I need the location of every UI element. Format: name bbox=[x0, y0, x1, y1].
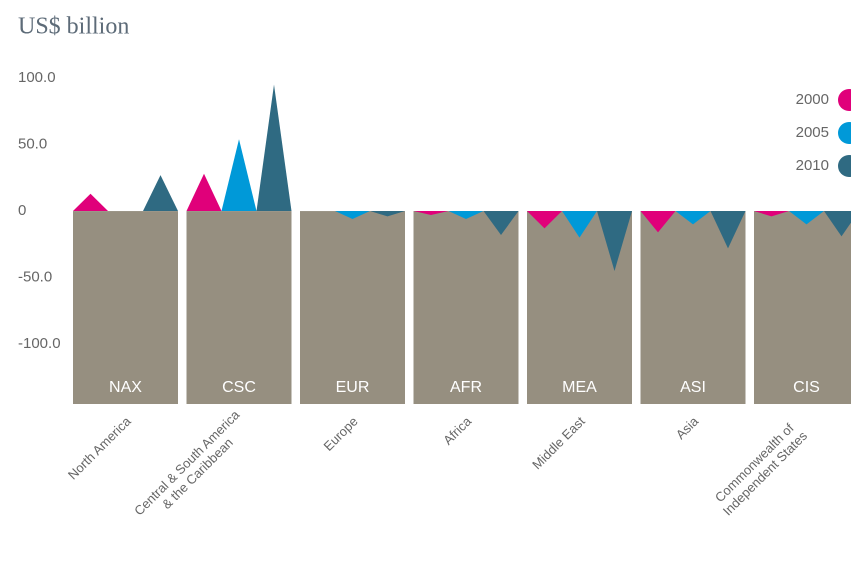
triangle bbox=[640, 211, 676, 233]
triangle bbox=[824, 211, 851, 237]
chart-title: US$ billion bbox=[18, 14, 129, 40]
category-line: Africa bbox=[440, 413, 475, 448]
legend-label: 2010 bbox=[796, 157, 829, 174]
triangle bbox=[370, 211, 405, 217]
category-label: Africa bbox=[440, 413, 475, 448]
triangle bbox=[789, 211, 824, 225]
triangle bbox=[483, 211, 519, 236]
category-label: Europe bbox=[321, 414, 361, 454]
triangle bbox=[335, 211, 370, 220]
category-label: North America bbox=[65, 413, 134, 482]
category-line: North America bbox=[65, 413, 134, 482]
legend-swatch bbox=[838, 122, 851, 144]
triangle bbox=[221, 139, 257, 212]
y-tick-label: 50.0 bbox=[18, 135, 47, 152]
region-block bbox=[754, 211, 851, 404]
triangle bbox=[527, 211, 562, 229]
y-tick-label: 0 bbox=[18, 202, 26, 219]
category-label: Middle East bbox=[529, 414, 588, 473]
triangle bbox=[597, 211, 632, 271]
category-line: Middle East bbox=[529, 414, 588, 473]
triangle bbox=[143, 175, 178, 212]
region-block bbox=[300, 211, 405, 404]
region-code: ASI bbox=[680, 379, 706, 396]
category-line: Europe bbox=[321, 414, 361, 454]
legend-swatch bbox=[838, 89, 851, 111]
triangle bbox=[754, 211, 789, 217]
triangle bbox=[256, 84, 292, 212]
triangle bbox=[448, 211, 484, 220]
region-code: EUR bbox=[336, 379, 370, 396]
region-code: CSC bbox=[222, 379, 256, 396]
region-block bbox=[413, 211, 519, 404]
triangle bbox=[73, 193, 108, 212]
triangle bbox=[562, 211, 597, 238]
legend-label: 2000 bbox=[796, 91, 829, 108]
category-line: Central & South America bbox=[131, 407, 243, 519]
category-label: Commonwealth ofIndependent States bbox=[709, 418, 810, 519]
category-label: Asia bbox=[673, 413, 702, 442]
triangle bbox=[675, 211, 711, 225]
region-block bbox=[73, 211, 178, 404]
legend-label: 2005 bbox=[796, 124, 829, 141]
legend-swatch bbox=[838, 155, 851, 177]
region-code: NAX bbox=[109, 379, 142, 396]
y-tick-label: -100.0 bbox=[18, 335, 61, 352]
region-code: MEA bbox=[562, 379, 597, 396]
region-block bbox=[186, 211, 292, 404]
triangle bbox=[710, 211, 746, 249]
y-tick-label: -50.0 bbox=[18, 269, 52, 286]
triangle bbox=[186, 173, 222, 212]
triangle bbox=[413, 211, 449, 216]
category-line: Asia bbox=[673, 413, 702, 442]
category-label: Central & South America& the Caribbean bbox=[131, 407, 253, 529]
y-tick-label: 100.0 bbox=[18, 69, 56, 86]
region-code: CIS bbox=[793, 379, 820, 396]
region-code: AFR bbox=[450, 379, 482, 396]
